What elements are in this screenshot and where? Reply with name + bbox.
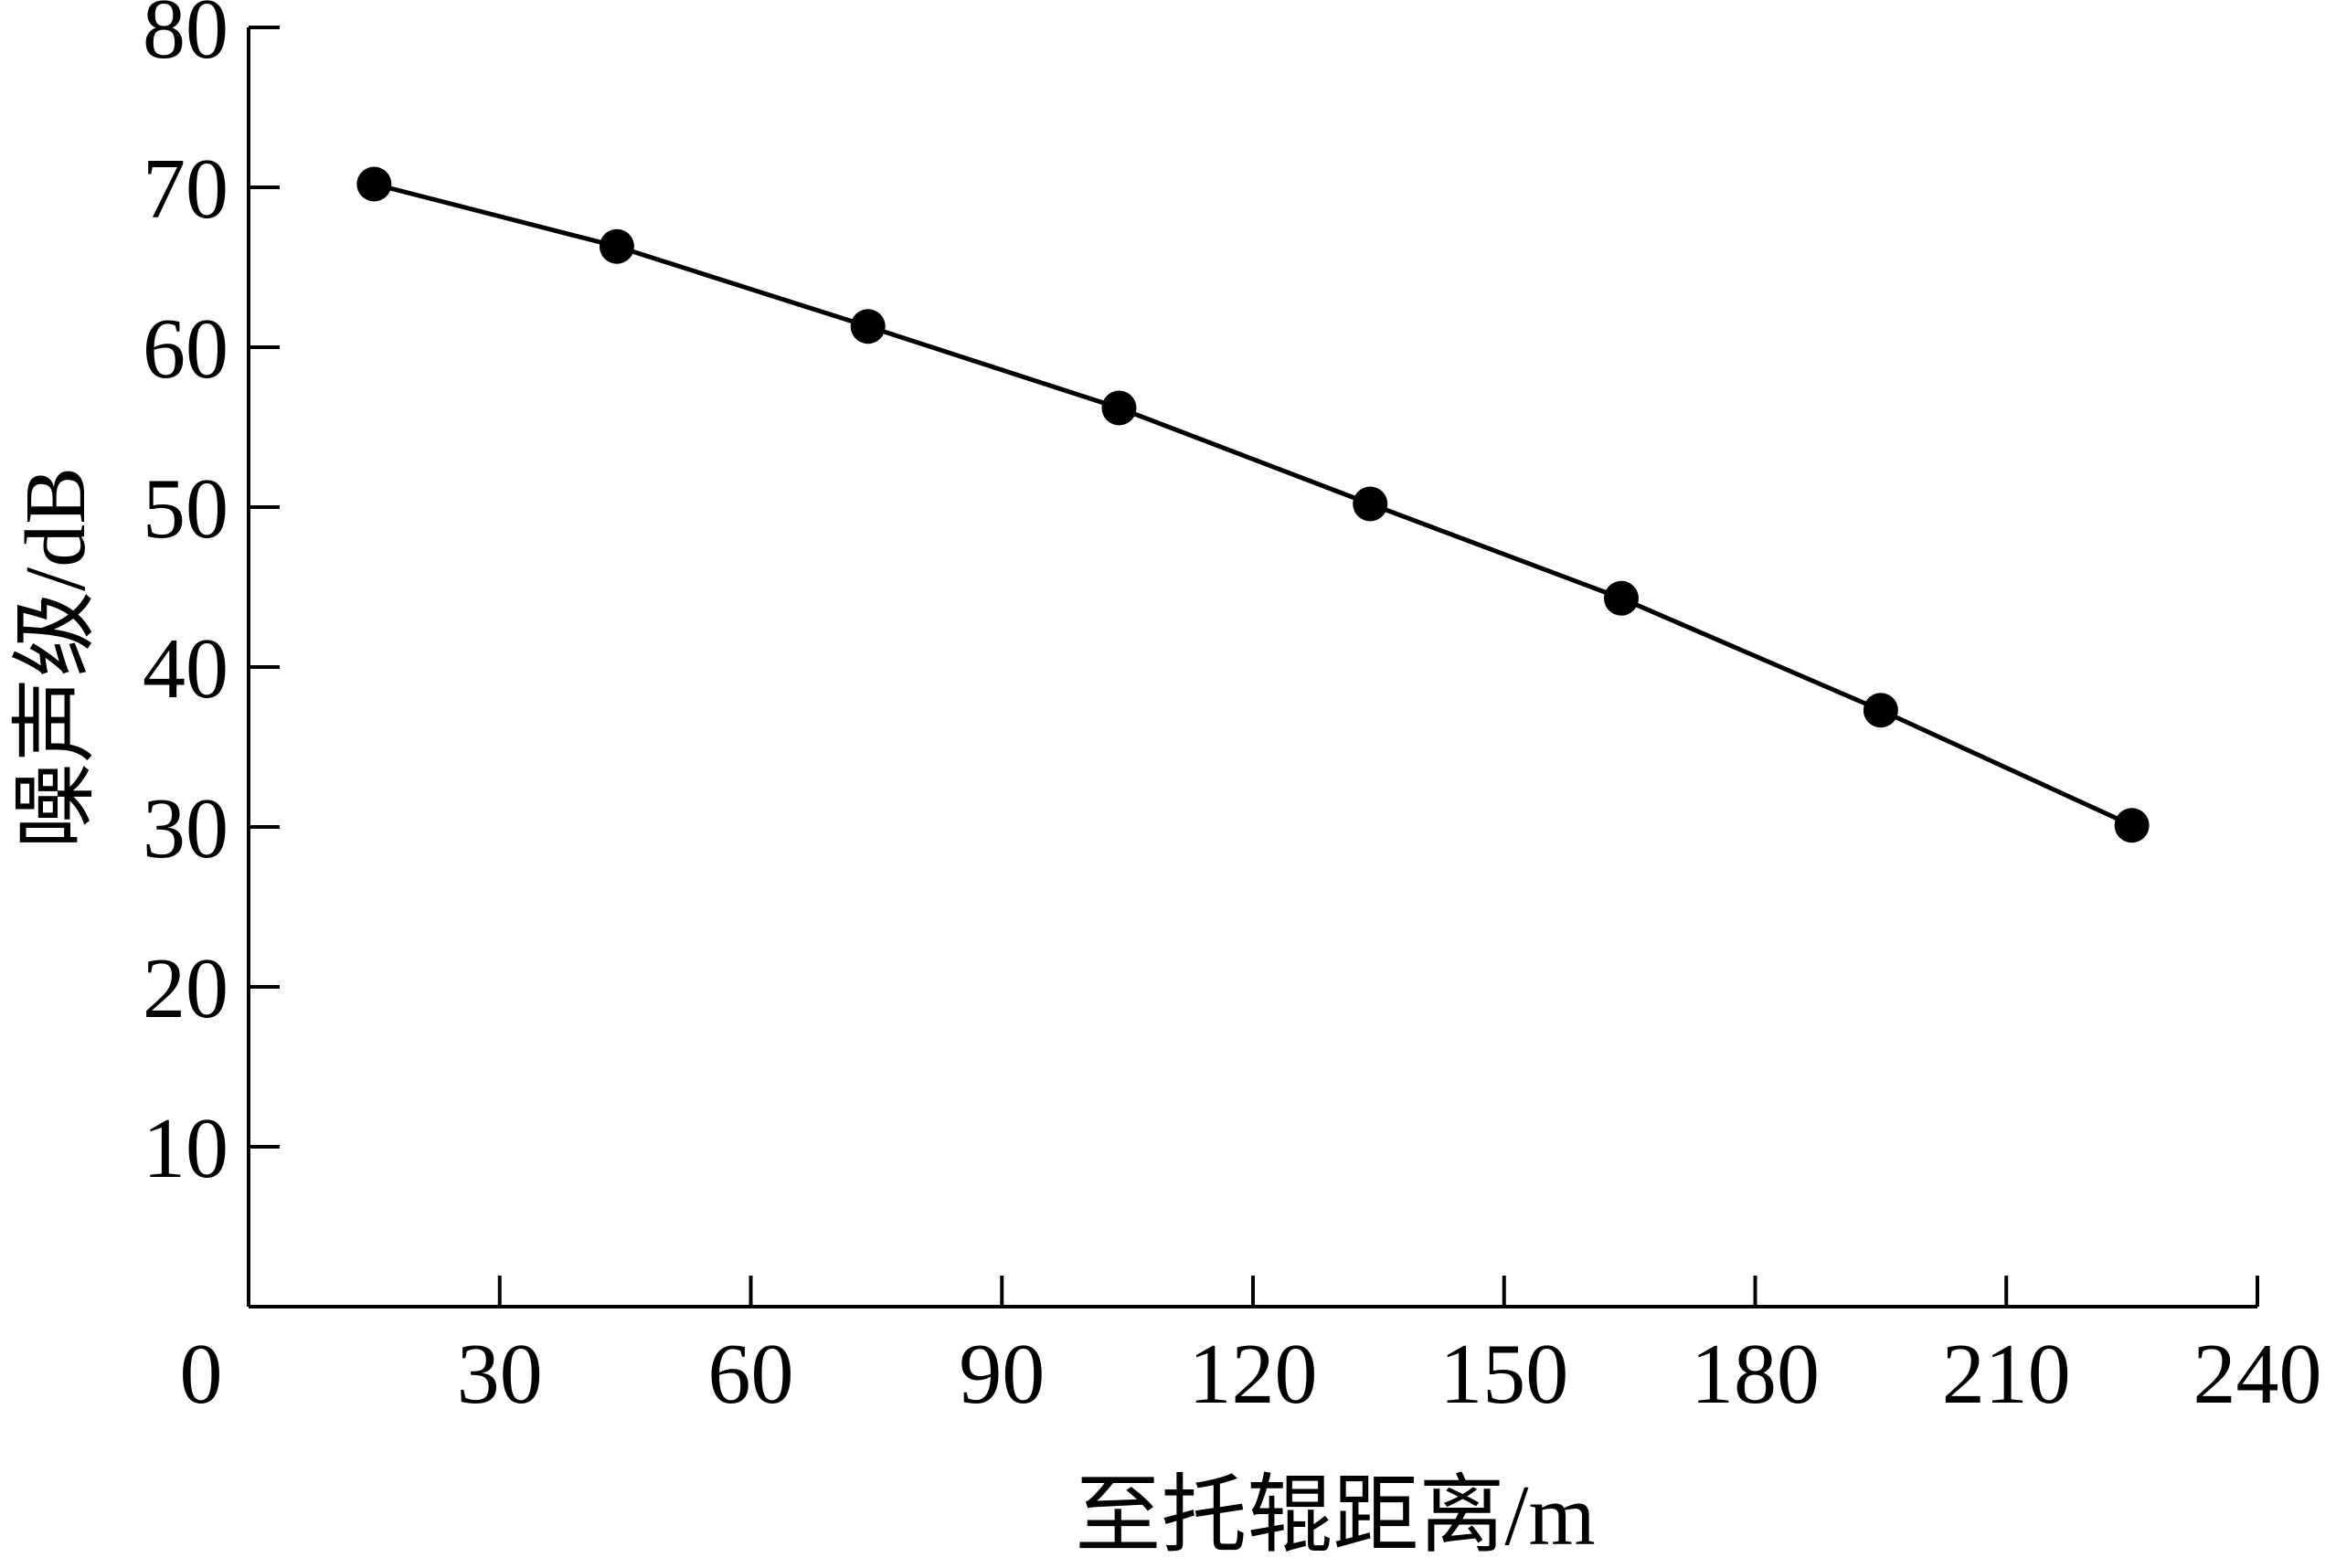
x-tick-label: 150 — [1439, 1327, 1568, 1422]
y-tick-label: 20 — [143, 941, 228, 1036]
x-tick-label: 60 — [708, 1327, 794, 1422]
y-tick-label: 60 — [143, 302, 228, 397]
data-point — [2114, 808, 2150, 843]
axes — [247, 27, 2257, 1308]
x-axis-title: 至托辊距离/m — [1075, 1468, 1595, 1563]
tick-labels: 10 20 30 40 50 60 70 80 0 30 60 90 120 150 180 210 240 — [143, 0, 2322, 1422]
y-tick-label: 30 — [143, 781, 228, 876]
x-tick-label: 120 — [1189, 1327, 1318, 1422]
data-series — [356, 166, 2150, 843]
data-point — [599, 228, 634, 264]
tick-marks — [249, 26, 2259, 1307]
x-tick-label: 90 — [959, 1327, 1045, 1422]
y-tick-label: 40 — [143, 621, 228, 716]
x-tick-label: 0 — [180, 1327, 223, 1422]
y-tick-label: 10 — [143, 1101, 228, 1196]
series-line — [373, 182, 2133, 828]
data-point — [1353, 486, 1388, 522]
y-tick-label: 70 — [143, 142, 228, 237]
y-tick-label: 50 — [143, 461, 228, 556]
x-tick-label: 180 — [1691, 1327, 1820, 1422]
y-axis-title: 噪声级/dB — [8, 467, 103, 849]
x-tick-label: 30 — [457, 1327, 543, 1422]
y-tick-label: 80 — [143, 0, 228, 77]
x-tick-label: 240 — [2193, 1327, 2322, 1422]
data-point — [850, 309, 886, 344]
data-point — [1603, 580, 1639, 616]
data-point — [1863, 693, 1898, 728]
data-point — [356, 166, 392, 202]
data-point — [1101, 390, 1137, 426]
x-tick-label: 210 — [1942, 1327, 2071, 1422]
